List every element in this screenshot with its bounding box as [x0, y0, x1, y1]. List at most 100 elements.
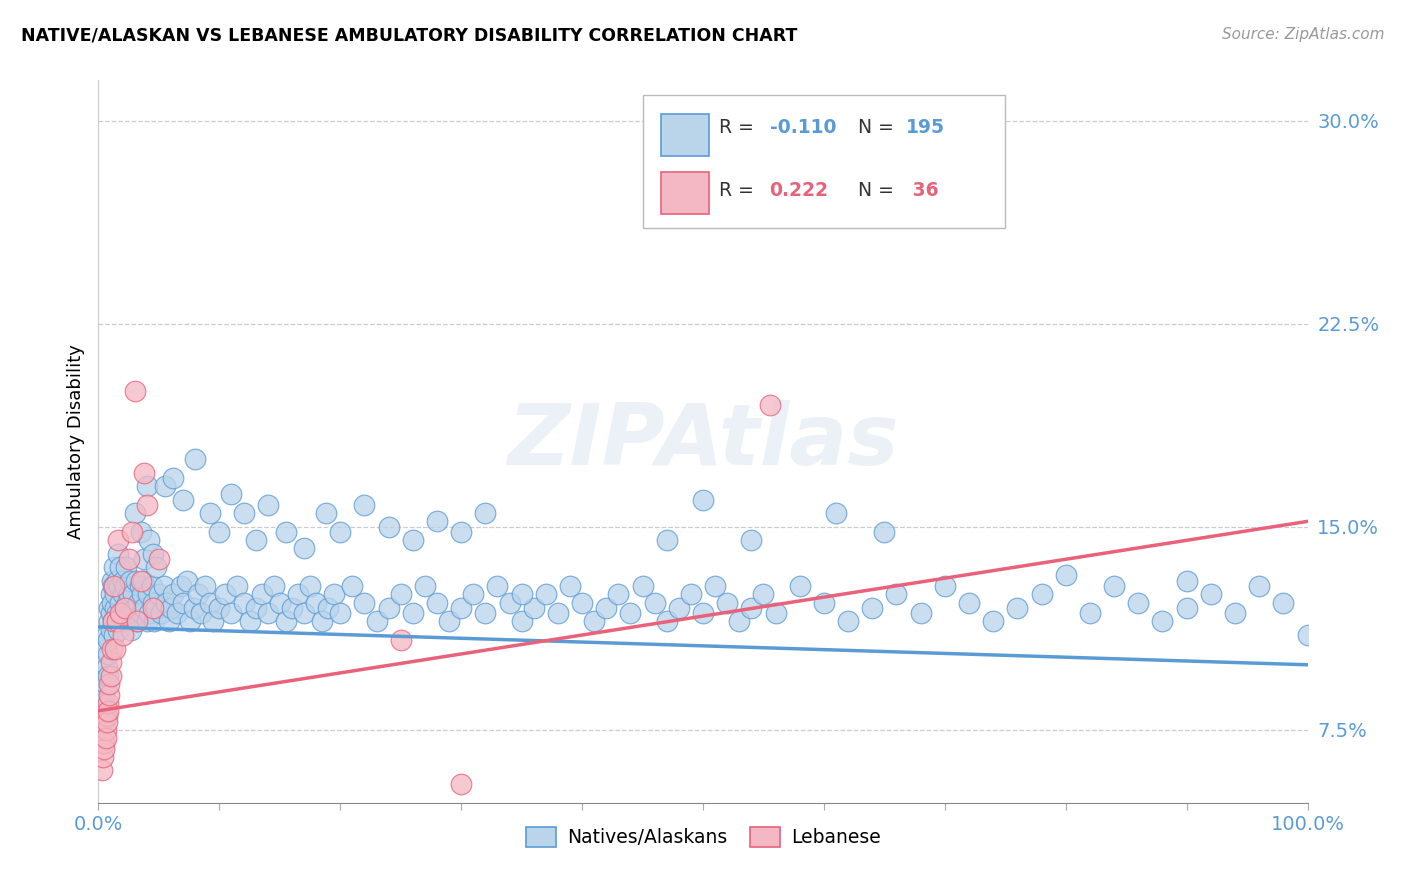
Point	[127, 615, 149, 629]
Text: 195: 195	[905, 118, 945, 136]
Point	[813, 596, 835, 610]
Point	[413, 579, 436, 593]
Point	[837, 615, 859, 629]
Point	[221, 487, 243, 501]
Point	[114, 601, 136, 615]
Point	[198, 596, 221, 610]
Point	[100, 641, 122, 656]
Point	[124, 601, 146, 615]
Point	[232, 506, 254, 520]
Point	[135, 479, 157, 493]
Point	[166, 607, 188, 621]
Point	[94, 677, 117, 691]
Point	[155, 596, 177, 610]
Point	[172, 492, 194, 507]
Point	[124, 384, 146, 399]
Point	[245, 533, 267, 548]
Point	[108, 596, 131, 610]
Point	[108, 579, 131, 593]
FancyBboxPatch shape	[661, 172, 709, 214]
Point	[263, 579, 285, 593]
Point	[93, 668, 115, 682]
Text: ZIPAtlas: ZIPAtlas	[508, 400, 898, 483]
Point	[148, 587, 170, 601]
Point	[98, 677, 121, 691]
Point	[91, 764, 114, 778]
Point	[118, 587, 141, 601]
Point	[534, 587, 557, 601]
Point	[105, 615, 128, 629]
Point	[101, 579, 124, 593]
Point	[103, 628, 125, 642]
Point	[160, 601, 183, 615]
Point	[121, 525, 143, 540]
Point	[111, 587, 134, 601]
Point	[728, 615, 751, 629]
Point	[105, 607, 128, 621]
Point	[98, 688, 121, 702]
Point	[93, 736, 115, 750]
Point	[692, 607, 714, 621]
Point	[1152, 615, 1174, 629]
Point	[179, 615, 201, 629]
Point	[402, 533, 425, 548]
Point	[131, 587, 153, 601]
Point	[112, 615, 135, 629]
Point	[366, 615, 388, 629]
Point	[117, 596, 139, 610]
Point	[389, 633, 412, 648]
Point	[510, 615, 533, 629]
Point	[118, 552, 141, 566]
Point	[957, 596, 980, 610]
Point	[292, 541, 315, 556]
Point	[135, 615, 157, 629]
Point	[124, 506, 146, 520]
Text: 36: 36	[905, 180, 939, 200]
Point	[860, 601, 883, 615]
Point	[221, 607, 243, 621]
Point	[353, 596, 375, 610]
Point	[145, 601, 167, 615]
Point	[172, 596, 194, 610]
Point	[162, 587, 184, 601]
Point	[121, 607, 143, 621]
Point	[619, 607, 641, 621]
Point	[758, 398, 780, 412]
Point	[765, 607, 787, 621]
Point	[111, 628, 134, 642]
Point	[789, 579, 811, 593]
Point	[157, 615, 180, 629]
Point	[426, 514, 449, 528]
Point	[342, 579, 364, 593]
Point	[450, 777, 472, 791]
Point	[134, 601, 156, 615]
Point	[100, 574, 122, 588]
Point	[377, 601, 399, 615]
Point	[1128, 596, 1150, 610]
Point	[226, 579, 249, 593]
Point	[148, 552, 170, 566]
Point	[981, 615, 1004, 629]
Point	[329, 525, 352, 540]
Point	[127, 596, 149, 610]
Point	[114, 601, 136, 615]
Point	[132, 574, 155, 588]
Point	[437, 615, 460, 629]
Point	[402, 607, 425, 621]
Point	[389, 587, 412, 601]
Point	[486, 579, 509, 593]
Point	[143, 615, 166, 629]
Text: R =: R =	[718, 118, 759, 136]
Point	[463, 587, 485, 601]
Point	[607, 587, 630, 601]
Point	[127, 615, 149, 629]
Text: -0.110: -0.110	[769, 118, 837, 136]
Point	[202, 615, 225, 629]
Point	[91, 714, 114, 729]
Point	[837, 195, 859, 210]
Point	[583, 615, 606, 629]
Point	[1296, 628, 1319, 642]
Point	[97, 647, 120, 661]
Legend: Natives/Alaskans, Lebanese: Natives/Alaskans, Lebanese	[517, 820, 889, 855]
Point	[118, 574, 141, 588]
